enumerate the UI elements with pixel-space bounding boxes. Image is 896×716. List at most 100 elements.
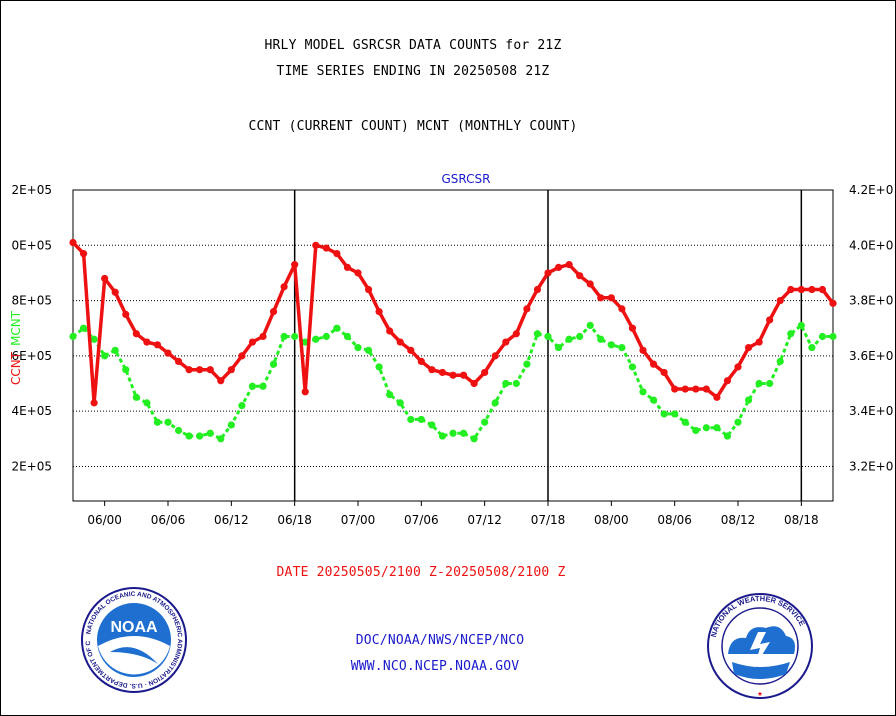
point-ccnt bbox=[417, 357, 425, 365]
right-tick-label: 3.6E+0 bbox=[849, 349, 893, 363]
point-ccnt bbox=[269, 308, 278, 316]
point-mcnt bbox=[227, 421, 235, 429]
x-tick-label: 07/00 bbox=[341, 513, 376, 527]
left-tick-label: 2E+05 bbox=[11, 459, 52, 473]
point-ccnt bbox=[734, 363, 742, 371]
point-ccnt bbox=[196, 366, 204, 374]
point-ccnt bbox=[481, 368, 489, 377]
point-mcnt bbox=[343, 332, 352, 341]
point-mcnt bbox=[174, 426, 183, 435]
point-ccnt bbox=[90, 399, 98, 407]
point-mcnt bbox=[734, 418, 742, 426]
point-ccnt bbox=[259, 332, 267, 341]
chart-title: GSRCSR bbox=[442, 172, 491, 186]
point-ccnt bbox=[132, 330, 140, 338]
point-mcnt bbox=[153, 418, 162, 426]
point-ccnt bbox=[628, 324, 637, 332]
x-tick-label: 06/06 bbox=[151, 513, 186, 527]
point-mcnt bbox=[776, 357, 784, 365]
point-ccnt bbox=[238, 352, 246, 360]
point-ccnt bbox=[797, 285, 805, 294]
point-mcnt bbox=[449, 429, 457, 437]
point-ccnt bbox=[428, 366, 436, 374]
title-line-1: HRLY MODEL GSRCSR DATA COUNTS for 21Z bbox=[264, 38, 562, 53]
org-label: DOC/NOAA/NWS/NCEP/NCO bbox=[355, 633, 525, 648]
point-mcnt bbox=[259, 382, 267, 390]
point-ccnt bbox=[597, 294, 605, 302]
point-mcnt bbox=[238, 402, 246, 410]
point-ccnt bbox=[396, 338, 404, 346]
point-ccnt bbox=[586, 280, 594, 288]
point-mcnt bbox=[396, 399, 404, 407]
y-axis-label-mcnt: MCNT bbox=[9, 310, 23, 346]
left-tick-label: 0E+05 bbox=[11, 238, 52, 252]
point-mcnt bbox=[90, 335, 98, 343]
point-mcnt bbox=[808, 343, 816, 352]
point-mcnt bbox=[586, 321, 594, 330]
point-mcnt bbox=[280, 332, 288, 341]
point-mcnt bbox=[164, 418, 172, 426]
point-mcnt bbox=[660, 410, 668, 418]
left-tick-label: 4E+05 bbox=[11, 404, 52, 418]
point-ccnt bbox=[322, 244, 330, 252]
point-mcnt bbox=[459, 429, 468, 437]
point-mcnt bbox=[766, 379, 774, 388]
point-mcnt bbox=[481, 418, 489, 426]
point-ccnt bbox=[364, 285, 373, 294]
point-ccnt bbox=[333, 249, 341, 258]
point-mcnt bbox=[607, 341, 615, 349]
point-mcnt bbox=[681, 418, 689, 426]
point-mcnt bbox=[122, 366, 130, 374]
point-mcnt bbox=[101, 352, 109, 360]
point-mcnt bbox=[576, 332, 584, 341]
point-ccnt bbox=[523, 305, 531, 313]
right-tick-label: 3.2E+0 bbox=[849, 459, 893, 473]
point-ccnt bbox=[565, 261, 573, 269]
point-ccnt bbox=[111, 288, 119, 296]
point-mcnt bbox=[185, 432, 193, 440]
point-mcnt bbox=[829, 332, 837, 341]
point-ccnt bbox=[122, 310, 130, 318]
point-ccnt bbox=[512, 330, 520, 338]
point-ccnt bbox=[164, 349, 172, 357]
point-ccnt bbox=[459, 371, 468, 379]
point-mcnt bbox=[407, 415, 415, 424]
y-axis-label: CCNT MCNT bbox=[9, 310, 23, 385]
point-mcnt bbox=[438, 432, 447, 440]
point-ccnt bbox=[818, 285, 827, 294]
point-mcnt bbox=[755, 379, 763, 388]
point-ccnt bbox=[153, 341, 162, 349]
point-ccnt bbox=[671, 385, 679, 393]
point-mcnt bbox=[491, 399, 499, 407]
left-tick-label: 6E+05 bbox=[11, 349, 52, 363]
point-ccnt bbox=[776, 296, 784, 305]
point-mcnt bbox=[386, 390, 394, 399]
x-tick-label: 08/12 bbox=[721, 513, 756, 527]
point-mcnt bbox=[671, 410, 679, 418]
x-tick-label: 06/18 bbox=[277, 513, 312, 527]
point-ccnt bbox=[502, 338, 510, 346]
point-ccnt bbox=[280, 283, 288, 291]
right-tick-label: 4.2E+0 bbox=[849, 183, 893, 197]
point-ccnt bbox=[829, 299, 837, 307]
point-ccnt bbox=[449, 371, 457, 379]
point-ccnt bbox=[607, 294, 615, 302]
x-tick-label: 08/06 bbox=[657, 513, 692, 527]
point-mcnt bbox=[628, 363, 637, 371]
point-mcnt bbox=[554, 343, 563, 352]
point-mcnt bbox=[692, 426, 700, 435]
nws-logo-icon: NATIONAL WEATHER SERVICE ★ bbox=[707, 593, 813, 699]
point-mcnt bbox=[354, 343, 362, 352]
point-ccnt bbox=[766, 316, 774, 324]
point-ccnt bbox=[174, 357, 183, 365]
x-tick-label: 08/18 bbox=[784, 513, 819, 527]
series-line-ccnt bbox=[71, 241, 835, 405]
point-mcnt bbox=[787, 330, 795, 338]
point-ccnt bbox=[554, 263, 563, 272]
x-tick-label: 07/12 bbox=[467, 513, 502, 527]
point-ccnt bbox=[681, 385, 689, 393]
point-ccnt bbox=[470, 379, 478, 388]
point-mcnt bbox=[291, 332, 299, 341]
chart-subtitle: CCNT (CURRENT COUNT) MCNT (MONTHLY COUNT… bbox=[248, 119, 578, 134]
